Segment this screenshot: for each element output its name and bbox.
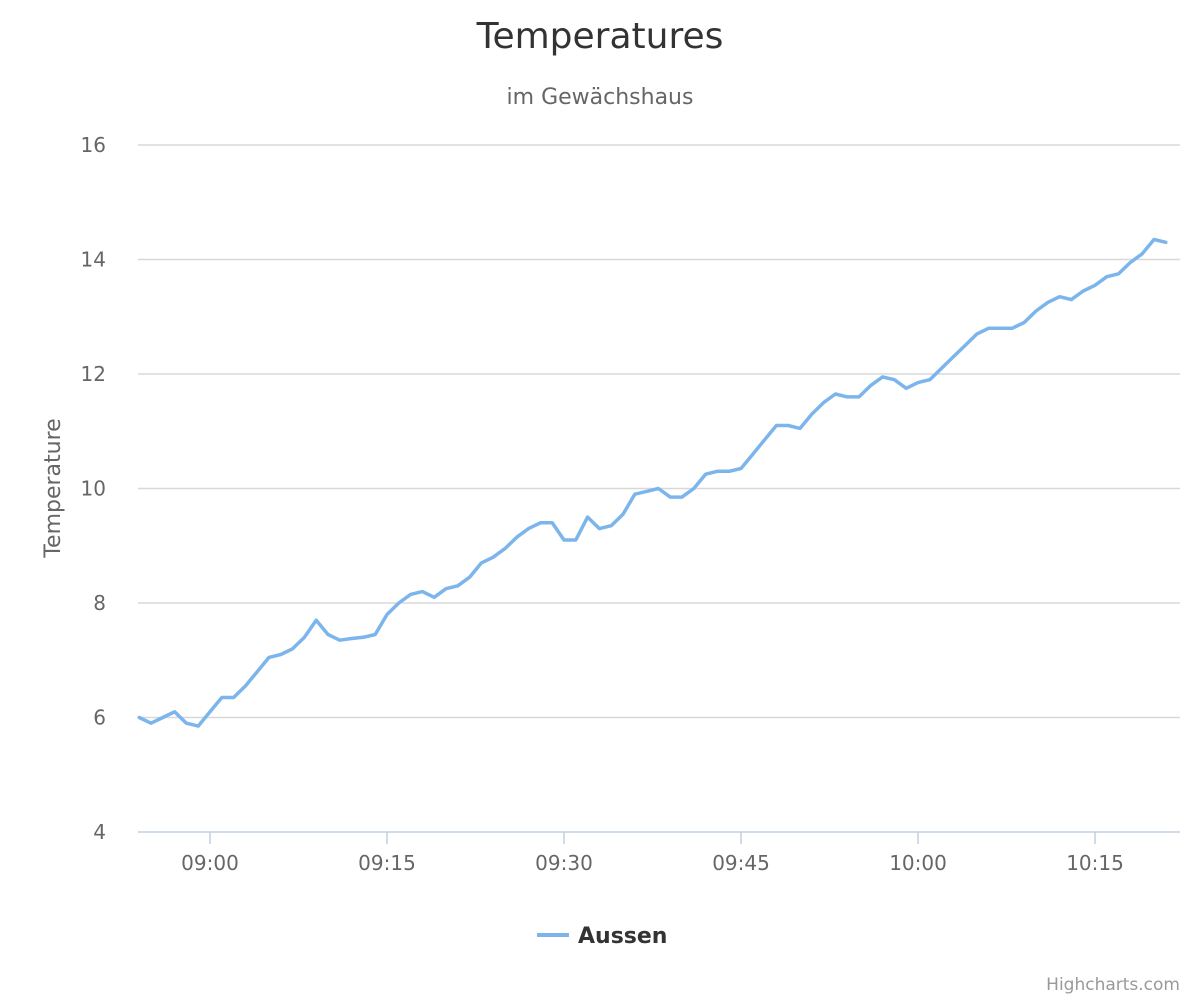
y-tick-label: 10 bbox=[81, 477, 106, 501]
chart-title: Temperatures bbox=[476, 16, 724, 57]
y-tick-label: 14 bbox=[81, 248, 106, 272]
x-tick-label: 09:45 bbox=[712, 851, 770, 875]
x-tick-label: 09:30 bbox=[535, 851, 593, 875]
x-axis: 09:00 09:15 09:30 09:45 10:00 10:15 bbox=[181, 832, 1124, 875]
y-tick-label: 4 bbox=[93, 820, 106, 844]
y-grid bbox=[138, 144, 1180, 719]
legend[interactable]: Aussen bbox=[537, 924, 667, 949]
series-line-aussen[interactable] bbox=[137, 237, 1168, 728]
y-tick-label: 16 bbox=[81, 133, 106, 157]
x-tick-label: 10:00 bbox=[889, 851, 947, 875]
series-layer bbox=[137, 237, 1168, 728]
y-tick-label: 8 bbox=[93, 591, 106, 615]
x-tick-label: 09:00 bbox=[181, 851, 239, 875]
y-axis-label: Temperature bbox=[41, 418, 66, 558]
y-tick-label: 12 bbox=[81, 362, 106, 386]
y-axis: 4 6 8 10 12 14 16 bbox=[81, 133, 106, 844]
x-tick-label: 09:15 bbox=[358, 851, 416, 875]
credits-link[interactable]: Highcharts.com bbox=[1046, 975, 1180, 995]
chart-subtitle: im Gewächshaus bbox=[507, 85, 694, 110]
y-tick-label: 6 bbox=[93, 706, 106, 730]
legend-item-aussen[interactable]: Aussen bbox=[578, 924, 667, 949]
x-tick-label: 10:15 bbox=[1066, 851, 1124, 875]
